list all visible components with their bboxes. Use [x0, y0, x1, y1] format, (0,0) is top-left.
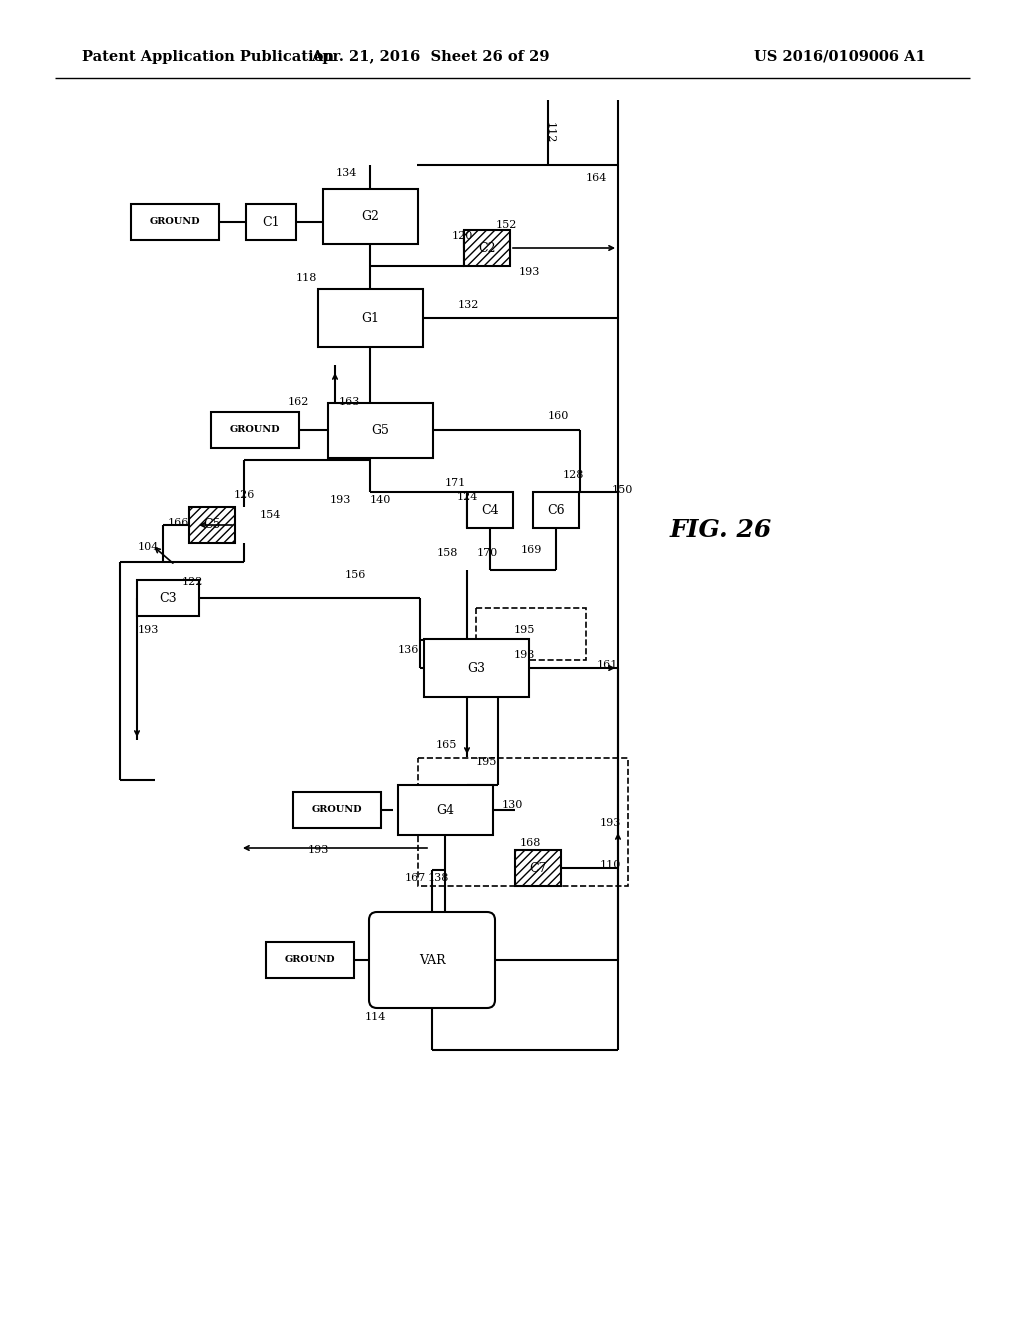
- Text: 170: 170: [476, 548, 498, 558]
- Text: 136: 136: [397, 645, 419, 655]
- Bar: [397, 785, 493, 836]
- Text: C5: C5: [203, 519, 221, 532]
- Bar: [317, 289, 423, 347]
- Text: 169: 169: [520, 545, 542, 554]
- Text: 193: 193: [137, 624, 159, 635]
- Text: C7: C7: [529, 862, 547, 874]
- Text: FIG. 26: FIG. 26: [670, 517, 772, 543]
- Text: 138: 138: [427, 873, 449, 883]
- Text: C2: C2: [478, 242, 496, 255]
- Text: 164: 164: [586, 173, 606, 183]
- Text: 150: 150: [611, 484, 633, 495]
- Text: G3: G3: [467, 661, 485, 675]
- Text: G5: G5: [371, 424, 389, 437]
- Text: GROUND: GROUND: [285, 956, 335, 965]
- Text: 167: 167: [404, 873, 426, 883]
- Text: 156: 156: [344, 570, 366, 579]
- Text: GROUND: GROUND: [229, 425, 281, 434]
- Bar: [464, 230, 510, 267]
- Text: 158: 158: [436, 548, 458, 558]
- Bar: [246, 205, 296, 240]
- Text: G2: G2: [361, 210, 379, 223]
- Text: 154: 154: [259, 510, 281, 520]
- Text: C4: C4: [481, 503, 499, 516]
- Text: 110: 110: [599, 861, 621, 870]
- Bar: [515, 850, 561, 886]
- Text: US 2016/0109006 A1: US 2016/0109006 A1: [754, 50, 926, 63]
- Bar: [189, 507, 234, 543]
- Bar: [328, 403, 432, 458]
- Text: 140: 140: [370, 495, 391, 506]
- Text: 195: 195: [475, 756, 497, 767]
- Text: G4: G4: [436, 804, 454, 817]
- Text: 193: 193: [330, 495, 350, 506]
- Text: 112: 112: [545, 123, 555, 144]
- Text: 171: 171: [444, 478, 466, 488]
- Text: 161: 161: [596, 660, 617, 671]
- Text: GROUND: GROUND: [311, 805, 362, 814]
- Bar: [266, 942, 354, 978]
- Text: 118: 118: [295, 273, 316, 282]
- Text: 124: 124: [457, 492, 477, 502]
- Text: 165: 165: [435, 741, 457, 750]
- Text: 152: 152: [496, 220, 517, 230]
- Bar: [323, 189, 418, 243]
- Bar: [534, 492, 579, 528]
- Text: 168: 168: [519, 838, 541, 847]
- Text: C3: C3: [159, 591, 177, 605]
- Bar: [293, 792, 381, 828]
- Bar: [476, 609, 586, 660]
- Text: VAR: VAR: [419, 953, 445, 966]
- Text: 126: 126: [233, 490, 255, 500]
- Text: 130: 130: [502, 800, 522, 810]
- Text: 193: 193: [307, 845, 329, 855]
- Bar: [464, 230, 510, 267]
- Text: 114: 114: [365, 1012, 386, 1022]
- Text: 160: 160: [547, 411, 568, 421]
- Bar: [418, 758, 628, 886]
- Text: 120: 120: [452, 231, 473, 242]
- Text: 128: 128: [562, 470, 584, 480]
- Bar: [467, 492, 513, 528]
- FancyBboxPatch shape: [369, 912, 495, 1008]
- Text: Apr. 21, 2016  Sheet 26 of 29: Apr. 21, 2016 Sheet 26 of 29: [310, 50, 549, 63]
- Bar: [211, 412, 299, 447]
- Bar: [137, 579, 199, 616]
- Text: 193: 193: [599, 818, 621, 828]
- Text: 166: 166: [167, 517, 188, 528]
- Text: 104: 104: [137, 543, 159, 552]
- Text: 193: 193: [513, 649, 535, 660]
- Bar: [189, 507, 234, 543]
- Text: G1: G1: [361, 312, 379, 325]
- Text: Patent Application Publication: Patent Application Publication: [82, 50, 334, 63]
- Bar: [515, 850, 561, 886]
- Text: 163: 163: [338, 397, 359, 407]
- Bar: [424, 639, 528, 697]
- Text: 134: 134: [335, 168, 356, 178]
- Bar: [131, 205, 219, 240]
- Text: 132: 132: [458, 300, 478, 310]
- Text: C6: C6: [547, 503, 565, 516]
- Text: 195: 195: [513, 624, 535, 635]
- Text: 122: 122: [181, 577, 203, 587]
- Text: C1: C1: [262, 215, 280, 228]
- Text: 193: 193: [518, 267, 540, 277]
- Text: GROUND: GROUND: [150, 218, 201, 227]
- Text: 162: 162: [288, 397, 308, 407]
